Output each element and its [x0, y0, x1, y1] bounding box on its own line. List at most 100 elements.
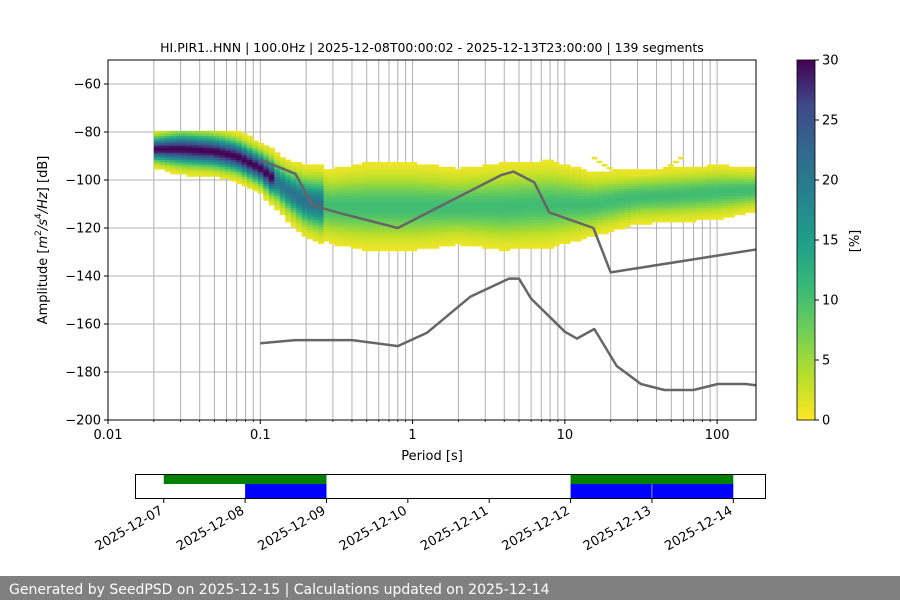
heatmap-cell: [350, 217, 357, 220]
heatmap-cell: [542, 164, 549, 168]
heatmap-cell: [449, 190, 456, 194]
heatmap-cell: [400, 246, 407, 249]
heatmap-cell: [372, 183, 379, 187]
heatmap-cell: [372, 162, 379, 165]
heatmap-cell: [279, 159, 286, 163]
heatmap-cell: [712, 200, 719, 204]
heatmap-cell: [246, 183, 253, 187]
heatmap-cell: [378, 188, 385, 192]
heatmap-cell: [482, 212, 489, 216]
heatmap-cell: [476, 178, 483, 182]
heatmap-cell: [717, 171, 724, 175]
heatmap-cell: [504, 164, 511, 168]
heatmap-cell: [542, 169, 549, 172]
heatmap-cell: [487, 195, 494, 199]
heatmap-cell: [695, 193, 702, 196]
heatmap-cell: [367, 174, 374, 177]
heatmap-cell: [378, 234, 385, 237]
heatmap-cell: [323, 229, 330, 232]
heatmap-cell: [701, 214, 708, 218]
heatmap-cell: [367, 195, 374, 199]
heatmap-cell: [438, 224, 445, 228]
heatmap-cell: [717, 210, 724, 213]
heatmap-cell: [235, 181, 243, 184]
heatmap-cell: [509, 181, 516, 184]
heatmap-cell: [252, 140, 259, 144]
heatmap-cell: [208, 154, 215, 158]
heatmap-cell: [197, 157, 204, 160]
heatmap-cell: [438, 236, 445, 240]
heatmap-cell: [394, 176, 401, 180]
heatmap-cell: [558, 198, 566, 201]
heatmap-cell: [465, 229, 472, 232]
heatmap-cell: [542, 193, 549, 196]
heatmap-cell: [290, 207, 297, 211]
heatmap-cell: [542, 166, 549, 170]
heatmap-cell: [400, 214, 407, 218]
heatmap-cell: [427, 234, 434, 237]
heatmap-cell: [361, 202, 368, 206]
heatmap-cell: [285, 210, 292, 213]
heatmap-cell: [405, 205, 412, 208]
heatmap-cell: [334, 231, 341, 235]
heatmap-cell: [575, 219, 582, 223]
heatmap-cell: [246, 142, 253, 146]
heatmap-cell: [219, 169, 226, 172]
heatmap-cell: [575, 231, 582, 235]
heatmap-cell: [323, 214, 330, 218]
heatmap-cell: [334, 195, 341, 199]
heatmap-cell: [443, 241, 451, 244]
heatmap-cell: [465, 212, 472, 216]
heatmap-cell: [597, 200, 604, 204]
heatmap-cell: [465, 183, 472, 187]
heatmap-cell: [608, 171, 615, 175]
heatmap-cell: [405, 176, 412, 180]
heatmap-cell: [153, 135, 160, 139]
heatmap-cell: [285, 176, 292, 180]
heatmap-cell: [214, 157, 221, 160]
heatmap-cell: [717, 212, 724, 216]
heatmap-cell: [383, 181, 390, 184]
heatmap-cell: [597, 219, 604, 223]
heatmap-cell: [246, 140, 253, 144]
heatmap-cell: [361, 198, 368, 201]
heatmap-cell: [635, 212, 642, 216]
heatmap-cell: [257, 164, 264, 168]
heatmap-cell: [454, 176, 461, 180]
heatmap-cell: [285, 217, 292, 220]
heatmap-cell: [564, 238, 571, 242]
heatmap-cell: [684, 188, 691, 192]
heatmap-cell: [476, 202, 483, 206]
heatmap-cell: [673, 169, 680, 172]
heatmap-cell: [427, 224, 434, 228]
heatmap-cell: [443, 231, 451, 235]
heatmap-cell: [662, 219, 670, 223]
heatmap-cell: [465, 243, 472, 247]
heatmap-cell: [712, 217, 719, 220]
heatmap-cell: [411, 231, 418, 235]
heatmap-cell: [608, 183, 615, 187]
heatmap-cell: [422, 202, 429, 206]
heatmap-cell: [679, 214, 686, 218]
heatmap-cell: [547, 159, 555, 163]
heatmap-cell: [695, 210, 702, 213]
heatmap-cell: [208, 138, 215, 141]
heatmap-cell: [394, 210, 401, 213]
heatmap-cell: [449, 195, 456, 199]
heatmap-cell: [482, 183, 489, 187]
heatmap-cell: [383, 166, 390, 170]
heatmap-cell: [400, 195, 407, 199]
heatmap-cell: [580, 234, 587, 237]
heatmap-cell: [542, 231, 549, 235]
heatmap-cell: [454, 202, 461, 206]
heatmap-cell: [416, 169, 423, 172]
heatmap-cell: [558, 229, 566, 232]
heatmap-cell: [329, 198, 336, 201]
heatmap-cell: [471, 171, 478, 175]
heatmap-cell: [509, 162, 516, 165]
heatmap-cell: [312, 236, 319, 240]
heatmap-cell: [558, 195, 566, 199]
heatmap-cell: [641, 171, 648, 175]
heatmap-cell: [279, 198, 286, 201]
heatmap-cell: [175, 162, 182, 165]
